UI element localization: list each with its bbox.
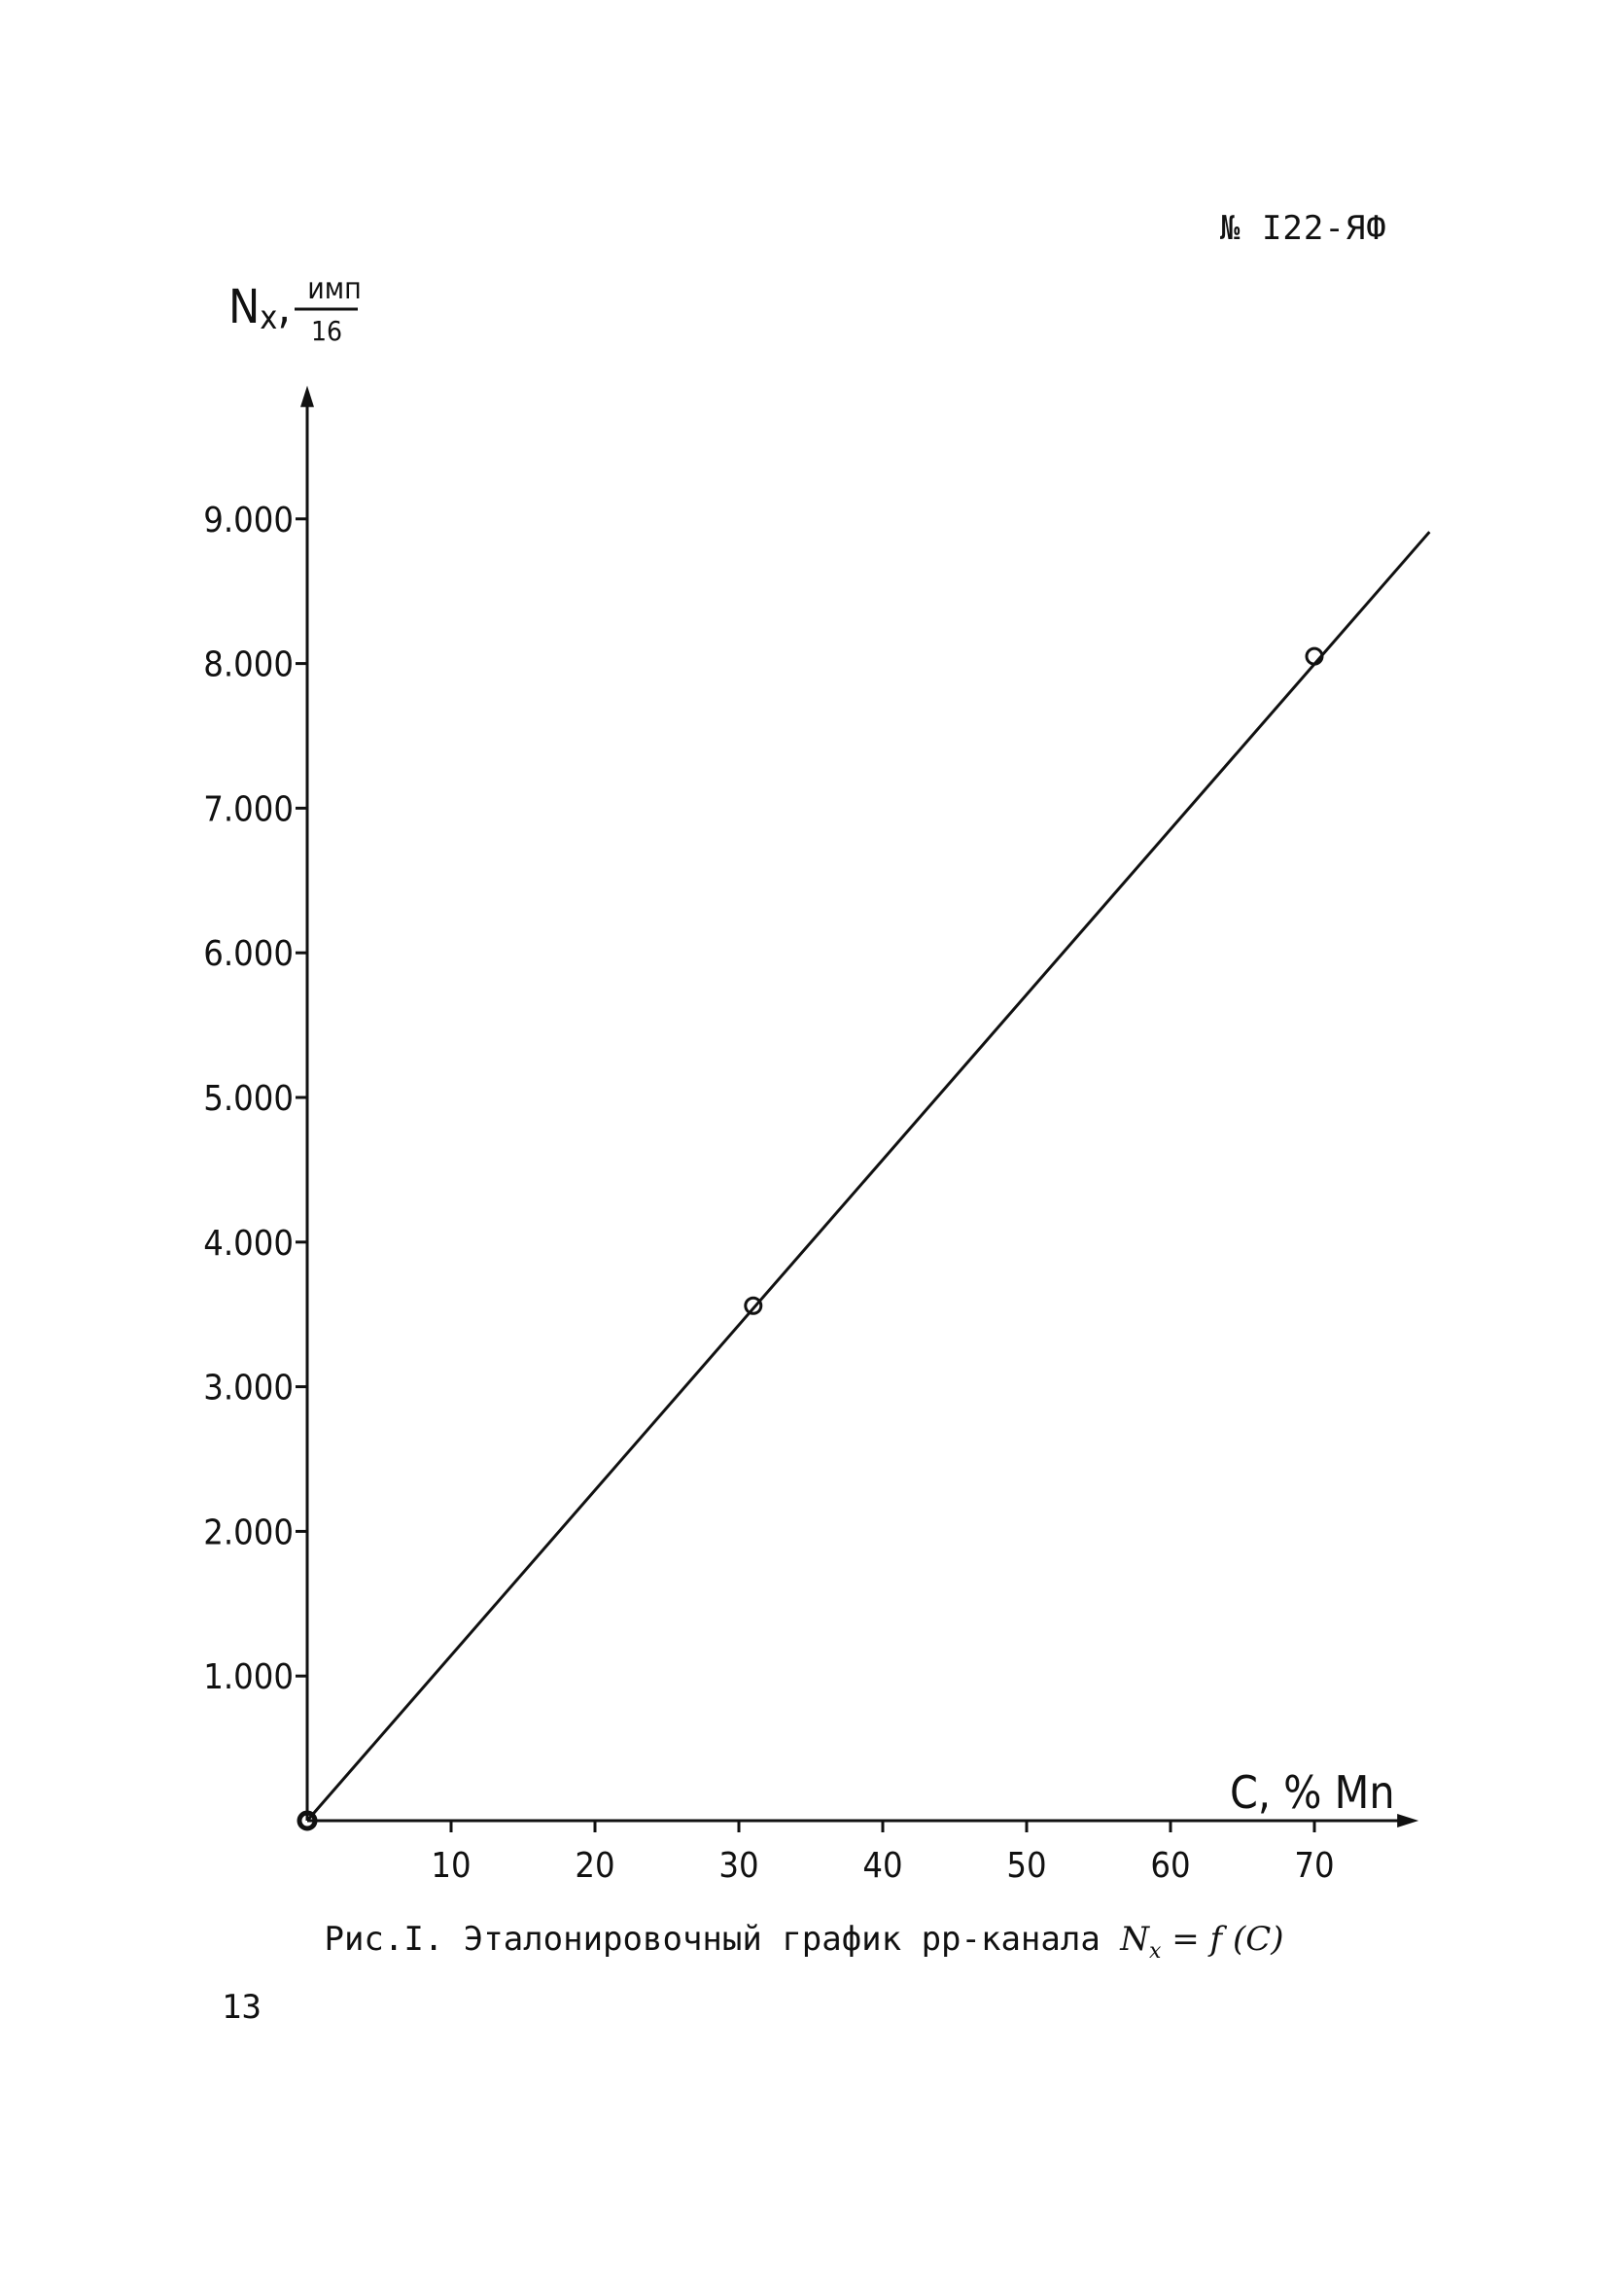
caption-formula-sub: x bbox=[1149, 1938, 1162, 1964]
caption-formula-rest: = f (C) bbox=[1161, 1920, 1284, 1959]
y-tick-label-7: 7.000 bbox=[203, 789, 294, 829]
y-tick-label-4: 4.000 bbox=[203, 1224, 294, 1264]
figure-caption: Рис.I. Эталонировочный график pp-канала … bbox=[0, 1920, 1608, 1964]
chart-axes bbox=[300, 385, 1419, 1827]
y-axis-unit-denominator: 16 bbox=[311, 315, 342, 347]
caption-formula-symbol: N bbox=[1120, 1920, 1150, 1959]
y-axis-unit-numerator: имп bbox=[307, 272, 362, 306]
caption-formula: Nx = f (C) bbox=[1120, 1920, 1284, 1964]
x-axis-ticks: 10 20 30 40 50 60 70 bbox=[431, 1821, 1335, 1886]
x-tick-label-1: 10 bbox=[431, 1846, 471, 1886]
x-axis-arrow bbox=[1397, 1814, 1419, 1827]
data-point-1 bbox=[297, 1810, 318, 1831]
y-tick-label-5: 5.000 bbox=[203, 1079, 294, 1119]
y-tick-label-2: 2.000 bbox=[203, 1513, 294, 1552]
data-point-2 bbox=[744, 1296, 763, 1315]
series-layer bbox=[297, 531, 1431, 1831]
y-axis-arrow bbox=[300, 385, 314, 407]
document-number: № I22-ЯФ bbox=[1220, 209, 1387, 248]
x-tick-label-6: 60 bbox=[1150, 1846, 1190, 1886]
page-number: 13 bbox=[222, 1988, 262, 2027]
y-tick-label-9: 9.000 bbox=[203, 501, 294, 540]
y-axis-ticks: 1.000 2.000 3.000 4.000 5.000 6.000 7.000 8.000… bbox=[203, 501, 307, 1697]
axis-labels: Nx, имп 16 C, % Mn bbox=[228, 272, 1395, 1819]
y-tick-label-1: 1.000 bbox=[203, 1657, 294, 1697]
calibration-line bbox=[305, 531, 1431, 1822]
y-tick-label-6: 6.000 bbox=[203, 934, 294, 974]
y-axis-label-sub: x bbox=[260, 298, 277, 337]
y-axis-label-main: N bbox=[228, 280, 260, 334]
x-tick-label-3: 30 bbox=[718, 1846, 758, 1886]
x-tick-label-2: 20 bbox=[575, 1846, 614, 1886]
x-tick-label-4: 40 bbox=[862, 1846, 902, 1886]
x-tick-label-7: 70 bbox=[1294, 1846, 1334, 1886]
data-point-3 bbox=[1305, 646, 1324, 666]
x-axis-label: C, % Mn bbox=[1230, 1766, 1395, 1819]
caption-text: Рис.I. Эталонировочный график pp-канала bbox=[324, 1920, 1121, 1959]
y-axis-label: Nx, bbox=[228, 280, 291, 337]
y-tick-label-8: 8.000 bbox=[203, 645, 294, 685]
y-tick-label-3: 3.000 bbox=[203, 1369, 294, 1409]
x-tick-label-5: 50 bbox=[1006, 1846, 1046, 1886]
